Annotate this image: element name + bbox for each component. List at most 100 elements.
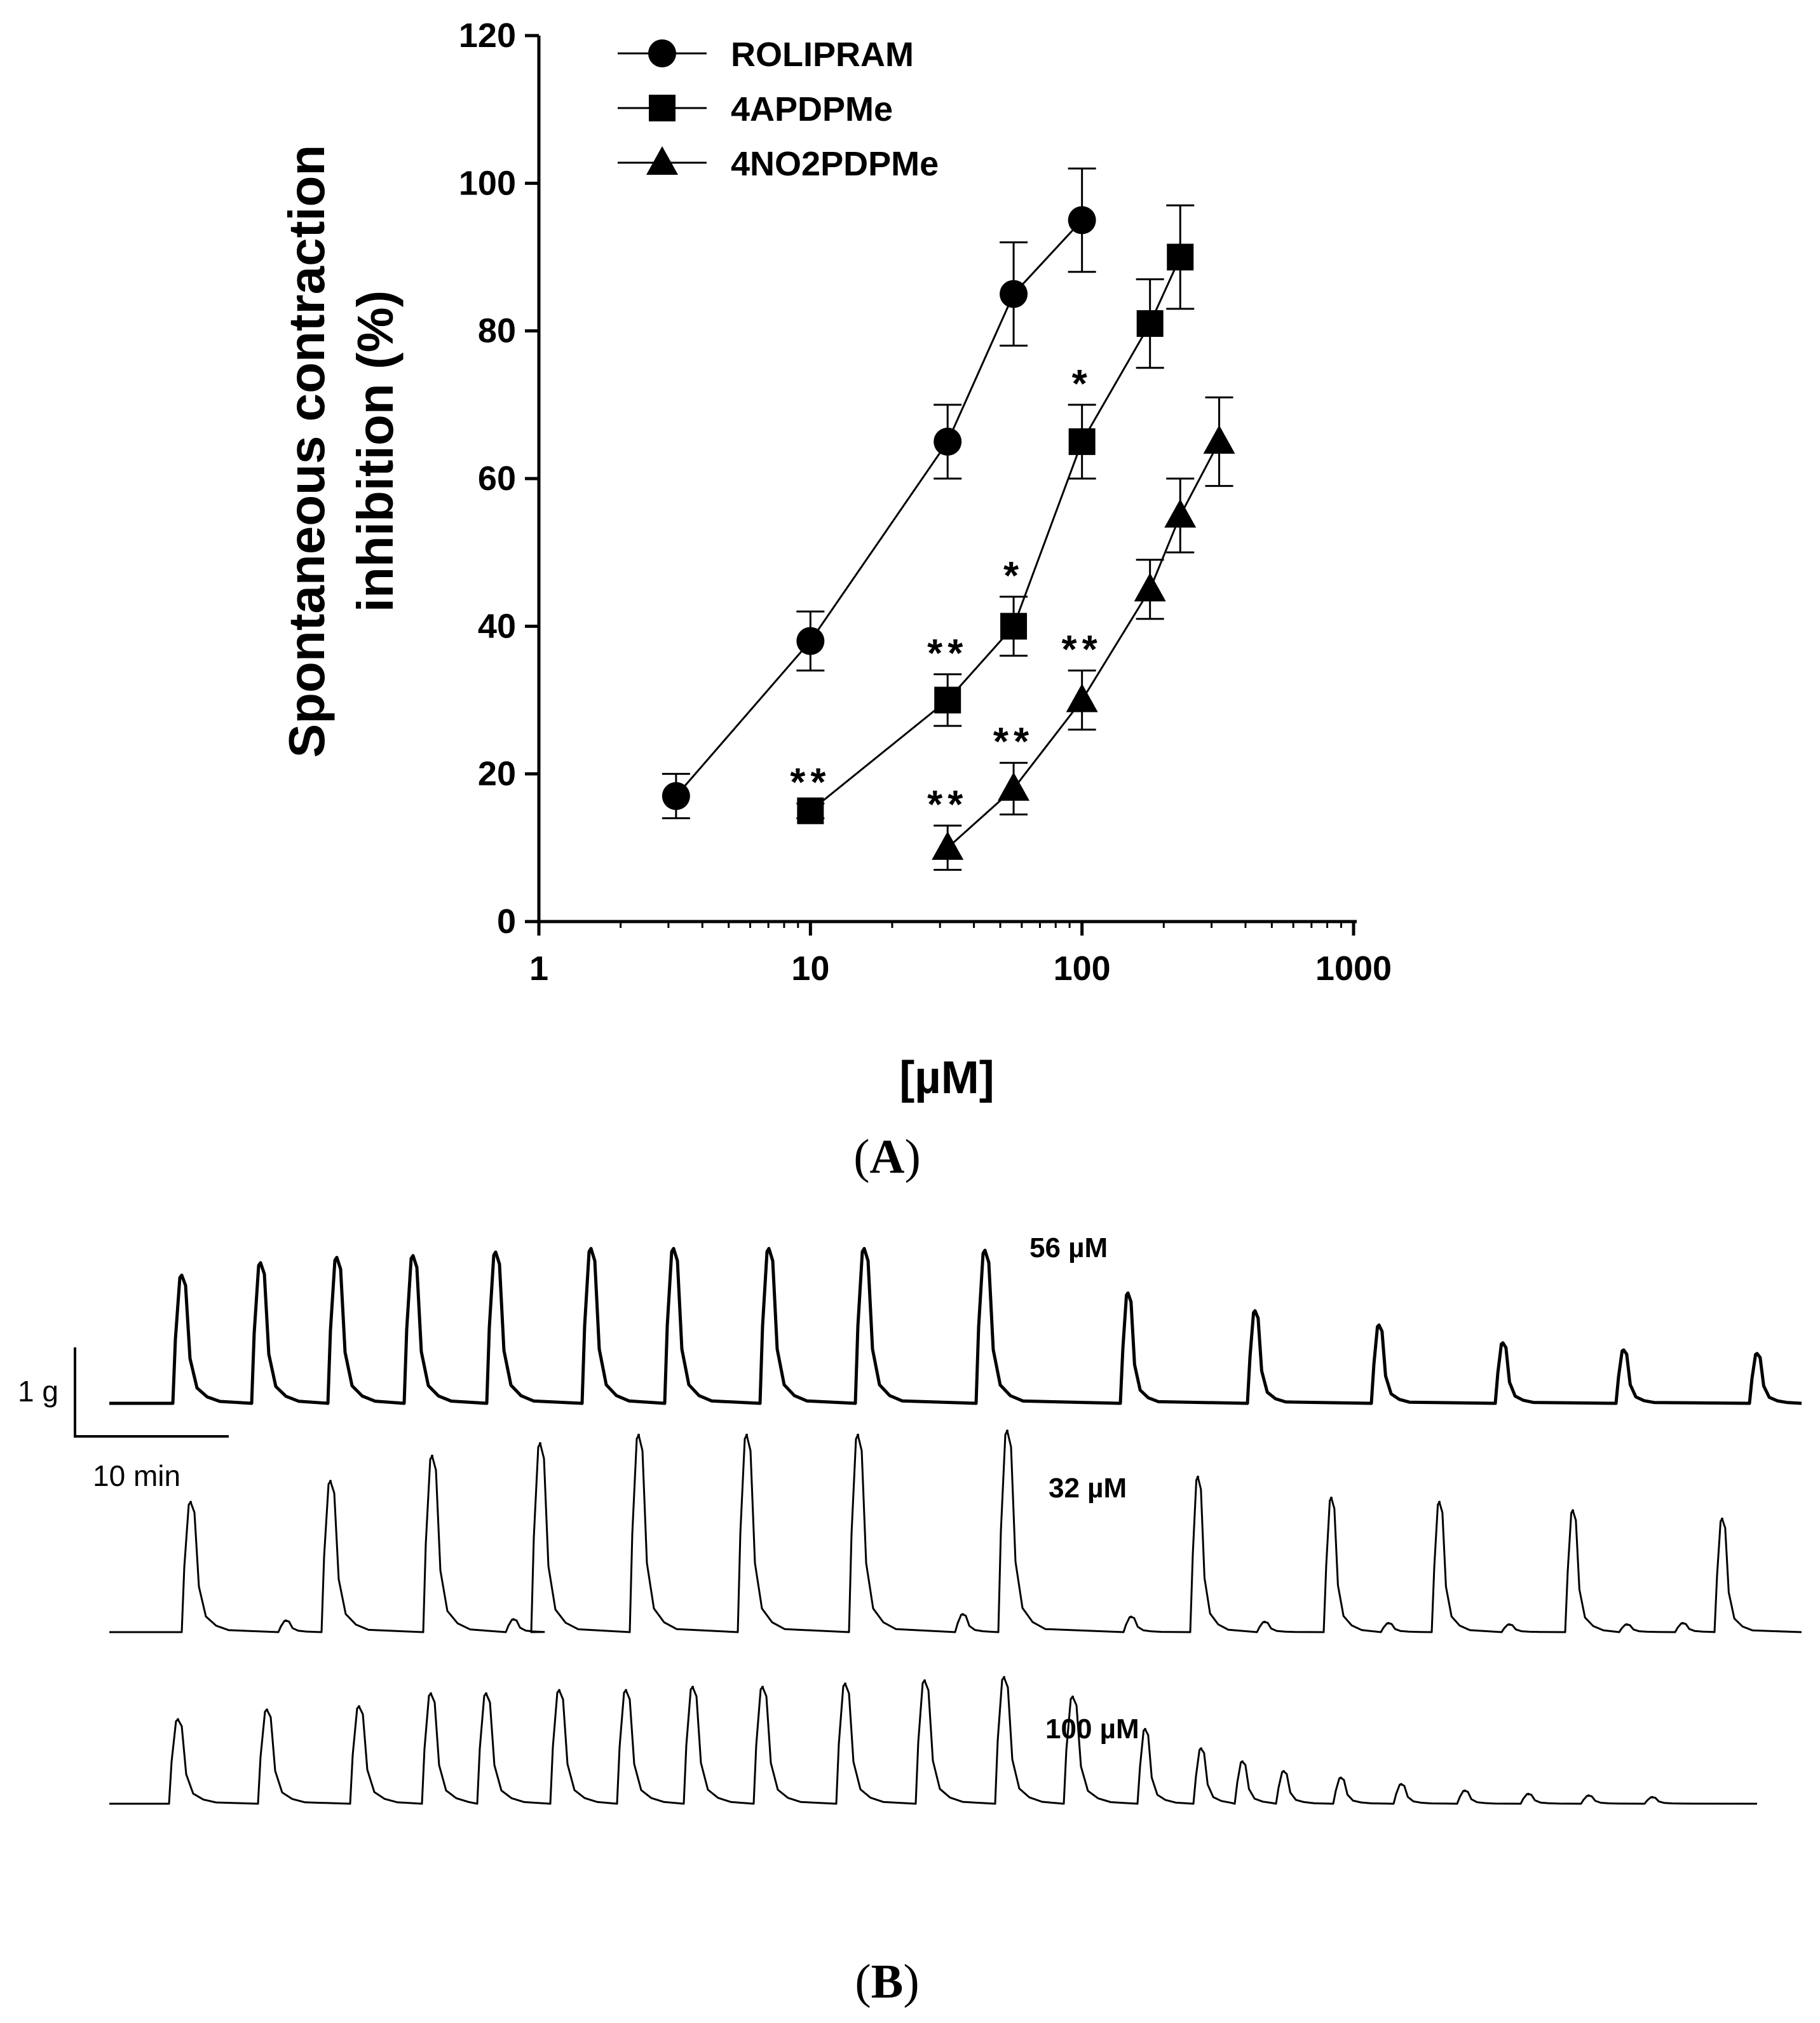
contraction-peak: [1130, 1616, 1132, 1618]
x-tick-label: 1: [529, 950, 548, 988]
contraction-peak: [558, 1689, 560, 1692]
contraction-peak: [1587, 1794, 1590, 1797]
panel-b-letter: B: [871, 1955, 904, 2008]
contraction-peak: [1387, 1622, 1390, 1625]
contraction-peak: [691, 1686, 694, 1689]
contraction-peak: [189, 1501, 192, 1504]
contraction-peak: [1200, 1747, 1202, 1750]
legend-marker: [646, 146, 678, 175]
y-axis-label-line2: inhibition (%): [347, 290, 404, 613]
contraction-peak: [1756, 1352, 1758, 1355]
significance-label: **: [790, 761, 831, 805]
panel-b-label: (B): [855, 1955, 919, 2008]
contraction-peak: [844, 1682, 846, 1686]
contraction-peak: [1071, 1695, 1074, 1698]
contraction-peak: [590, 1247, 592, 1250]
data-point: [1164, 499, 1197, 528]
legend-marker: [648, 39, 676, 67]
data-point: [1068, 428, 1096, 455]
data-point: [1203, 425, 1235, 454]
series-4no2pdpme: ** ** **: [927, 396, 1235, 871]
contraction-peak: [259, 1261, 262, 1264]
scale-bar: 1 g 10 min: [18, 1347, 229, 1492]
x-ticks: 1 10 100 1000: [529, 922, 1392, 988]
significance-label: **: [927, 632, 968, 676]
contraction-peak: [761, 1686, 764, 1689]
contraction-peak: [923, 1679, 926, 1682]
significance-label: *: [1003, 554, 1024, 598]
contraction-peak: [961, 1613, 964, 1616]
contraction-peak: [1502, 1341, 1504, 1344]
contraction-peak: [637, 1433, 640, 1436]
contraction-peak: [1003, 1676, 1005, 1679]
series-rolipram: [662, 167, 1096, 819]
significance-label: **: [993, 720, 1034, 764]
data-point: [797, 797, 824, 824]
x-tick-label: 100: [1054, 950, 1111, 988]
contraction-peak: [177, 1718, 179, 1721]
contraction-peak: [494, 1251, 497, 1253]
data-point: [796, 627, 825, 655]
significance-label: *: [1072, 362, 1092, 406]
tension-trace: [109, 1676, 1758, 1805]
y-tick-label: 80: [478, 312, 516, 350]
contraction-peak: [1721, 1517, 1723, 1520]
contraction-peak: [1282, 1770, 1285, 1773]
contraction-peak: [266, 1708, 268, 1712]
data-point: [1167, 243, 1194, 271]
contraction-peak: [358, 1705, 360, 1708]
x-tick-label: 1000: [1315, 950, 1392, 988]
contraction-peak: [1254, 1309, 1256, 1312]
scale-bar-lines: [74, 1347, 229, 1438]
y-tick-label: 0: [497, 903, 516, 941]
legend-label: ROLIPRAM: [731, 36, 914, 74]
contraction-peak: [1006, 1429, 1008, 1433]
contraction-peak: [1438, 1501, 1441, 1504]
data-point: [934, 427, 962, 456]
y-tick-label: 100: [459, 164, 516, 202]
data-point: [662, 782, 690, 810]
dose-label: 32 µM: [1049, 1473, 1127, 1504]
contraction-peak: [1651, 1795, 1654, 1799]
contraction-peak: [984, 1249, 986, 1252]
data-point: [1068, 206, 1096, 235]
data-point: [1000, 280, 1028, 308]
contraction-peak: [625, 1689, 627, 1692]
legend-label: 4APDPMe: [731, 90, 893, 128]
contraction-peak: [1463, 1789, 1466, 1792]
y-ticks: 0 20 40 60 80 100 120: [459, 17, 539, 941]
contraction-peak: [1144, 1727, 1146, 1731]
contraction-peak: [1626, 1623, 1628, 1626]
trace-3: 100 µM: [109, 1676, 1758, 1805]
contraction-peak: [1340, 1776, 1342, 1780]
contraction-peak: [485, 1692, 487, 1695]
y-tick-label: 20: [478, 755, 516, 793]
x-tick-label: 10: [791, 950, 829, 988]
significance-label: **: [927, 783, 968, 827]
contraction-peak: [857, 1433, 859, 1436]
trace-group: 56 µM 32 µM 100 µM: [109, 1232, 1802, 1805]
y-axis-label-line1: Spontaneous contraction: [278, 145, 335, 758]
contraction-peak: [412, 1254, 414, 1257]
contraction-peak: [285, 1619, 287, 1622]
contraction-peak: [1127, 1291, 1129, 1295]
trace-1: 56 µM: [109, 1232, 1802, 1405]
contraction-peak: [1330, 1496, 1333, 1499]
contraction-peak: [329, 1480, 332, 1483]
contraction-peak: [430, 1692, 432, 1695]
contraction-peak: [863, 1247, 866, 1250]
dose-label: 56 µM: [1029, 1232, 1108, 1264]
series-group: ************: [662, 167, 1235, 871]
y-tick-label: 60: [478, 460, 516, 498]
contraction-peak: [1572, 1509, 1574, 1512]
legend: ROLIPRAM 4APDPMe 4NO2PDPMe: [618, 36, 939, 183]
trace-2: 32 µM: [109, 1429, 1802, 1633]
scale-bar-time-label: 10 min: [93, 1459, 180, 1492]
contraction-peak: [1527, 1792, 1530, 1795]
data-point: [998, 772, 1030, 801]
contraction-peak: [1241, 1760, 1244, 1763]
x-axis-label: [µM]: [899, 1052, 994, 1103]
scale-bar-force-label: 1 g: [18, 1375, 58, 1408]
